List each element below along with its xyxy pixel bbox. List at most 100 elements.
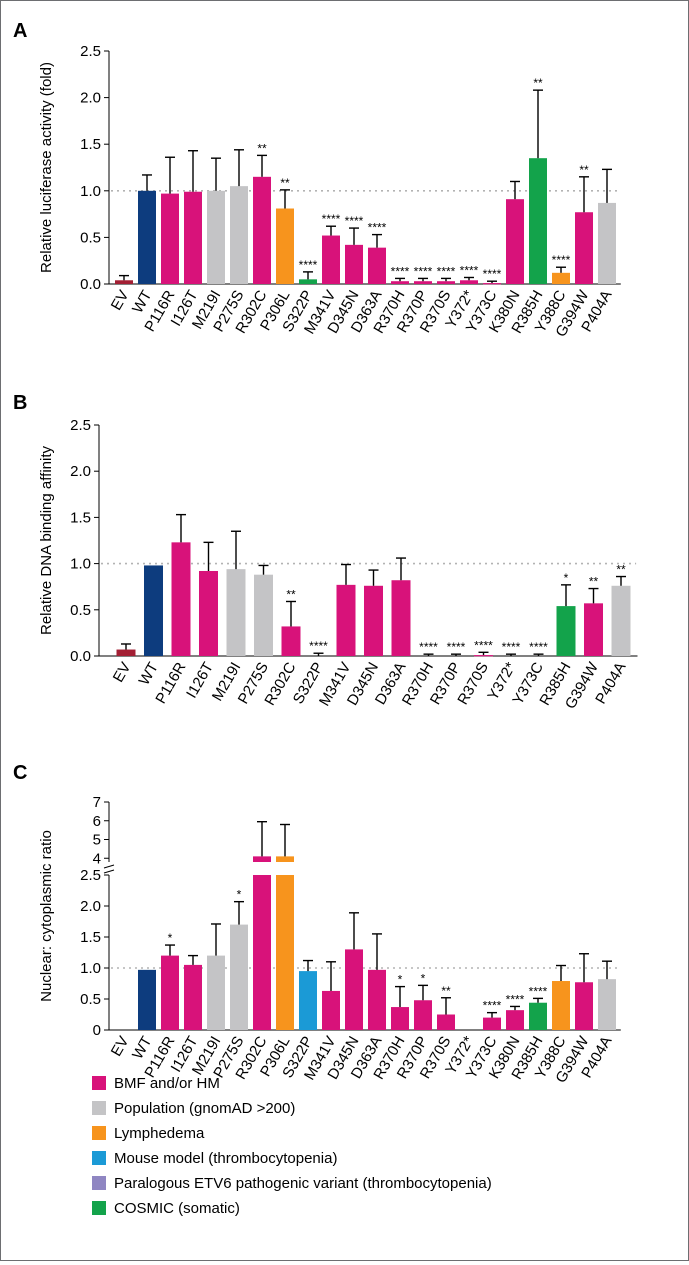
bar-p404a — [598, 202, 616, 284]
bar-p404a — [611, 585, 631, 656]
significance-r370h: * — [398, 973, 403, 987]
category-label-ev: EV — [108, 288, 133, 314]
bar-d363a — [368, 969, 386, 1030]
significance-y372: **** — [502, 640, 521, 654]
panel-letter-c: C — [13, 762, 27, 784]
bar-d363a — [368, 247, 386, 284]
bar-wt — [138, 190, 156, 284]
bar-p306l-lower — [276, 875, 294, 1030]
significance-r370h: **** — [419, 640, 438, 654]
significance-r370s: ** — [441, 984, 451, 998]
bar-ev — [116, 649, 136, 656]
bar-r370p — [414, 1000, 432, 1030]
axis-break-mark — [103, 864, 115, 869]
category-label-ev: EV — [110, 660, 135, 686]
bar-r370s — [474, 655, 493, 657]
significance-y373c: **** — [529, 640, 548, 654]
y-axis-title: Relative DNA binding affinity — [38, 446, 55, 635]
y-tick-label: 0.0 — [70, 648, 91, 665]
significance-r370p: * — [421, 971, 426, 985]
legend-swatch-bmf — [92, 1076, 106, 1090]
legend: BMF and/or HM Population (gnomAD >200) Lym… — [92, 1075, 492, 1217]
significance-r385h: ** — [533, 76, 543, 90]
y-tick-label: 2.0 — [70, 463, 91, 480]
bar-m219i — [207, 955, 225, 1030]
bar-r302c-upper — [253, 856, 271, 862]
legend-swatch-lym — [92, 1126, 106, 1140]
significance-r370s: **** — [474, 638, 493, 652]
bar-p116r — [161, 193, 179, 284]
bar-p275s — [230, 924, 248, 1030]
significance-r385h: **** — [529, 984, 548, 998]
panel-letter-b: B — [13, 392, 27, 414]
significance-y388c: **** — [552, 253, 571, 267]
bar-r370h — [391, 281, 409, 284]
panel-c: C 0 0.5 1.0 1.5 2.0 2.545 6 7 Nuclear: cytoplasmi… — [13, 762, 621, 1086]
significance-d345n: **** — [345, 214, 364, 228]
axis-break-mark — [103, 869, 115, 874]
y-tick-label: 0.5 — [80, 991, 101, 1008]
legend-label-cosmic: COSMIC (somatic) — [114, 1200, 240, 1217]
bar-y388c — [552, 272, 570, 284]
panel-b: B 0.0 0.5 1.0 1.5 2.0 2.5 Relative DNA binding … — [13, 392, 638, 712]
bar-r370s — [437, 281, 455, 284]
legend-swatch-mouse — [92, 1151, 106, 1165]
bar-p275s — [254, 574, 273, 656]
bar-d363a — [391, 580, 411, 656]
bar-r370s — [437, 1014, 455, 1030]
significance-r385h: * — [564, 571, 569, 585]
bar-wt — [138, 969, 156, 1030]
legend-swatch-cosmic — [92, 1201, 106, 1215]
bar-p404a — [598, 979, 616, 1030]
significance-y373c: **** — [483, 999, 502, 1013]
bar-p306l-upper — [276, 856, 294, 862]
y-tick-label: 1.5 — [70, 509, 91, 526]
panel-letter-a: A — [13, 20, 27, 42]
category-label-ev: EV — [108, 1034, 133, 1060]
bar-p306l — [276, 208, 294, 284]
bar-p275s — [230, 186, 248, 284]
legend-label-pop: Population (gnomAD >200) — [114, 1100, 295, 1117]
y-tick-label: 7 — [93, 794, 101, 811]
y-tick-label: 1.5 — [80, 929, 101, 946]
legend-swatch-pop — [92, 1101, 106, 1115]
y-tick-label: 0 — [93, 1022, 101, 1039]
y-tick-label: 0.0 — [80, 276, 101, 293]
legend-label-para: Paralogous ETV6 pathogenic variant (thro… — [114, 1175, 492, 1192]
category-label-wt: WT — [136, 660, 162, 689]
significance-r302c: ** — [257, 141, 267, 155]
bar-p116r — [161, 955, 179, 1030]
bar-r385h — [529, 1002, 547, 1030]
bar-s322p — [299, 279, 317, 284]
bar-y388c — [552, 981, 570, 1030]
bar-wt — [144, 565, 163, 656]
bar-m341v — [336, 584, 356, 656]
bar-r302c — [281, 626, 301, 656]
y-tick-label: 1.0 — [80, 960, 101, 977]
bar-r385h — [556, 606, 576, 656]
y-tick-label: 2.5 — [80, 43, 101, 60]
y-tick-label: 1.0 — [70, 556, 91, 573]
legend-label-bmf: BMF and/or HM — [114, 1075, 220, 1092]
significance-p116r: * — [168, 931, 173, 945]
significance-y372: **** — [460, 263, 479, 277]
significance-p404a: ** — [616, 563, 626, 577]
bar-y372 — [460, 280, 478, 284]
bar-m341v — [322, 235, 340, 284]
bar-k380n — [506, 1010, 524, 1030]
bar-d345n — [345, 244, 363, 284]
significance-k380n: **** — [506, 992, 525, 1006]
y-tick-label: 5 — [93, 832, 101, 849]
y-axis-title: Relative luciferase activity (fold) — [38, 62, 55, 273]
bar-m341v — [322, 990, 340, 1030]
legend-swatch-para — [92, 1176, 106, 1190]
significance-g394w: ** — [589, 575, 599, 589]
bar-d345n — [345, 949, 363, 1030]
bar-s322p — [299, 971, 317, 1030]
bar-g394w — [575, 212, 593, 284]
bar-r370p — [414, 281, 432, 284]
significance-r370h: **** — [391, 264, 410, 278]
y-tick-label: 1.0 — [80, 183, 101, 200]
bar-g394w — [584, 603, 603, 656]
